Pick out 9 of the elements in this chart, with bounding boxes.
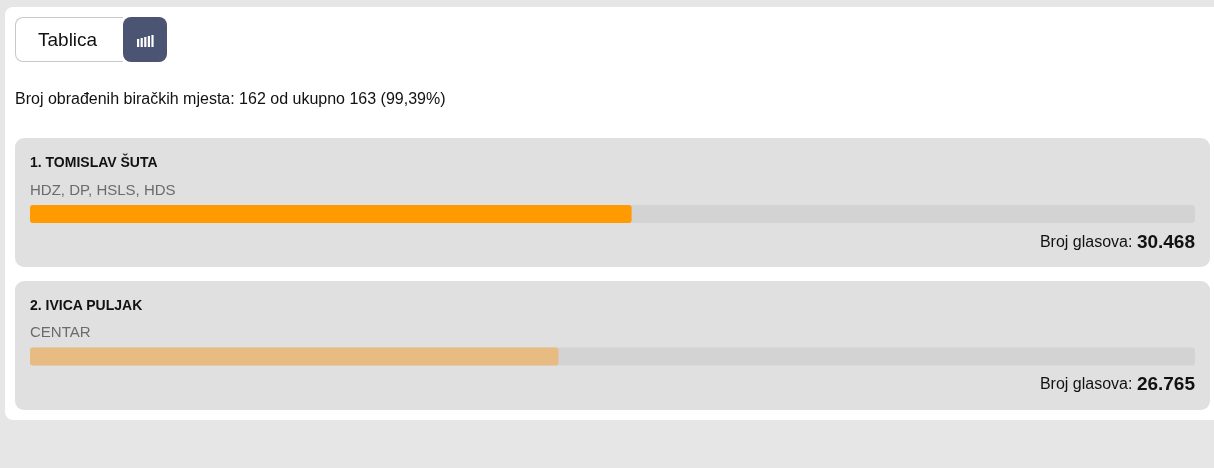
data-label: Broj glasova: 26.765	[1039, 373, 1196, 394]
annotation: HDZ, DP, HSLS, HDS	[30, 180, 176, 198]
chart-view-button[interactable]	[123, 17, 167, 62]
table-view-button[interactable]: Tablica	[15, 17, 123, 62]
y-tick-label: 2. IVICA PULJAK	[30, 296, 143, 313]
chart-subtitle: Broj obrađenih biračkih mjesta: 162 od ukupno 163 (99,39%)	[15, 89, 446, 107]
data-label: Broj glasova: 30.468	[1039, 230, 1196, 252]
annotation: CENTAR	[30, 323, 91, 340]
y-tick-label: 1. TOMISLAV ŠUTA	[30, 153, 158, 170]
